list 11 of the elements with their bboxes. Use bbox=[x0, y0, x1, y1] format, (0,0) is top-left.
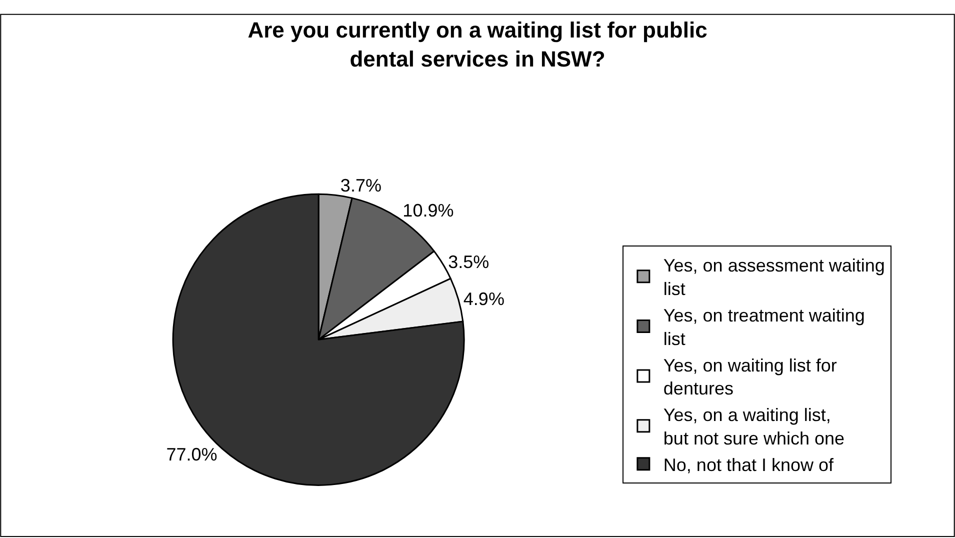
data-label: 10.9% bbox=[402, 200, 454, 221]
legend-label: Yes, on assessment waiting list bbox=[663, 256, 885, 300]
data-label: 3.7% bbox=[340, 175, 382, 196]
legend-label: Yes, on a waiting list, but not sure which one bbox=[663, 405, 845, 449]
legend-label: Yes, on waiting list for dentures bbox=[663, 355, 837, 399]
legend-label: Yes, on treatment waiting list bbox=[663, 306, 865, 349]
data-label: 4.9% bbox=[463, 288, 504, 309]
data-label: 3.5% bbox=[448, 252, 490, 272]
chart-title: Are you currently on a waiting list for public dental services in NSW? bbox=[248, 18, 708, 72]
data-label: 77.0% bbox=[166, 444, 218, 464]
legend-label: No, not that I know of bbox=[663, 454, 835, 475]
